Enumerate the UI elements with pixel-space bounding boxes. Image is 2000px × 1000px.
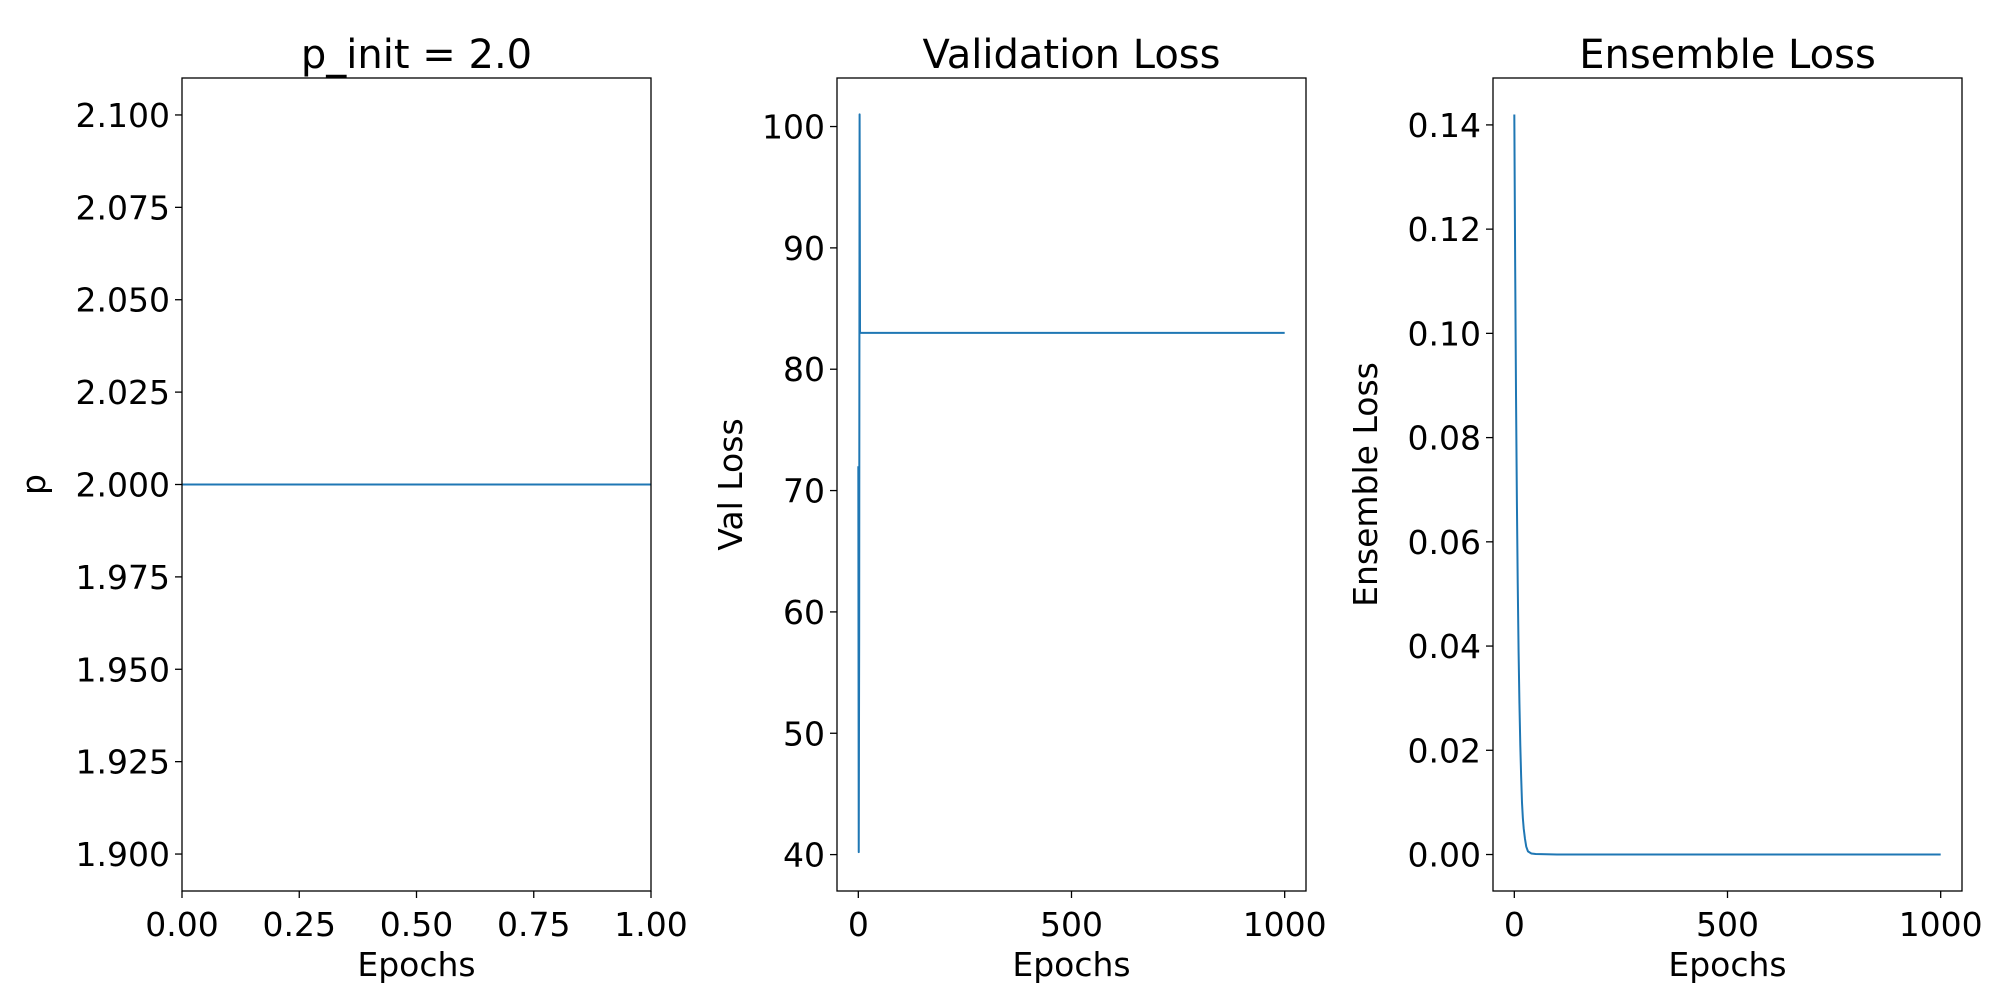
x-axis-label: Epochs xyxy=(1668,945,1786,984)
y-tick-label: 1.900 xyxy=(76,835,170,874)
chart-title: p_init = 2.0 xyxy=(301,32,532,78)
x-tick-label: 1.00 xyxy=(614,905,687,944)
y-tick-label: 70 xyxy=(783,472,825,511)
x-tick-label: 0.25 xyxy=(263,905,336,944)
y-tick-label: 0.00 xyxy=(1408,836,1481,875)
y-tick-label: 1.975 xyxy=(76,558,170,597)
x-tick-label: 0 xyxy=(848,905,869,944)
y-tick-label: 50 xyxy=(783,714,825,753)
y-tick-label: 1.950 xyxy=(76,650,170,689)
x-tick-label: 0.00 xyxy=(145,905,218,944)
y-axis-label: Ensemble Loss xyxy=(1346,362,1385,607)
y-tick-label: 90 xyxy=(783,229,825,268)
y-tick-label: 60 xyxy=(783,593,825,632)
subplot-1: 0.00 0.25 0.50 0.75 1.00 1.900 1.925 1.950 1.975… xyxy=(14,32,688,984)
y-tick-label: 0.14 xyxy=(1408,106,1481,145)
subplot-3: 0 500 1000 0.00 0.02 0.04 0.06 0.08 0.10 0.12 0.14… xyxy=(1346,32,1983,984)
x-tick-label: 1000 xyxy=(1243,905,1327,944)
x-tick-label: 500 xyxy=(1040,905,1103,944)
y-tick-label: 0.08 xyxy=(1408,419,1481,458)
x-axis-label: Epochs xyxy=(357,945,475,984)
y-tick-label: 1.925 xyxy=(76,743,170,782)
series-line-1 xyxy=(857,113,1285,854)
x-tick-label: 0.75 xyxy=(497,905,570,944)
subplot-2: 0 500 1000 40 50 60 70 80 90 100 Validation Loss Ep… xyxy=(711,32,1327,984)
y-tick-label: 100 xyxy=(762,108,825,147)
y-tick-label: 2.000 xyxy=(76,466,170,505)
y-tick-label: 2.100 xyxy=(76,96,170,135)
x-tick-label: 1000 xyxy=(1899,905,1983,944)
y-tick-label: 2.075 xyxy=(76,188,170,227)
chart-title: Ensemble Loss xyxy=(1579,32,1876,78)
x-tick-label: 0 xyxy=(1504,905,1525,944)
axes-frame xyxy=(836,77,1307,892)
y-tick-label: 0.12 xyxy=(1408,210,1481,249)
x-tick-label: 500 xyxy=(1696,905,1759,944)
y-tick-label: 0.06 xyxy=(1408,523,1481,562)
y-tick-label: 80 xyxy=(783,350,825,389)
x-tick-label: 0.50 xyxy=(380,905,453,944)
y-tick-label: 0.10 xyxy=(1408,314,1481,353)
axes-frame xyxy=(1492,77,1963,892)
chart-title: Validation Loss xyxy=(923,32,1221,78)
x-axis-label: Epochs xyxy=(1012,945,1130,984)
series-line-1 xyxy=(1513,114,1941,856)
y-tick-label: 40 xyxy=(783,836,825,875)
y-tick-label: 0.02 xyxy=(1408,731,1481,770)
y-tick-label: 0.04 xyxy=(1408,627,1481,666)
y-axis-label: p xyxy=(14,474,53,495)
y-tick-label: 2.050 xyxy=(76,281,170,320)
y-tick-label: 2.025 xyxy=(76,373,170,412)
y-axis-label: Val Loss xyxy=(711,418,750,550)
